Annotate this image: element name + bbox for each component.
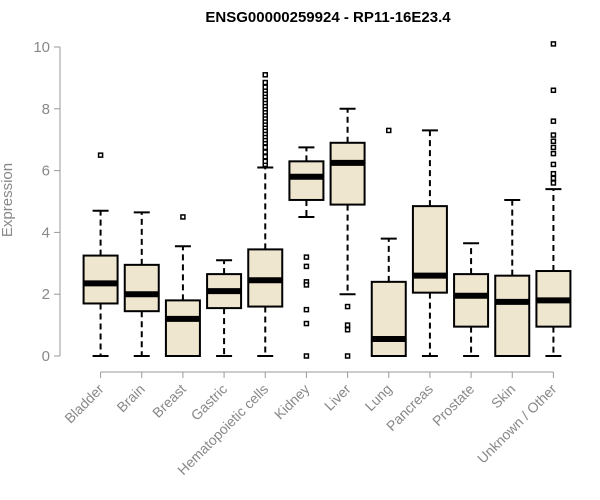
- iqr-box: [164, 299, 201, 358]
- outlier-point: [386, 127, 392, 134]
- outlier-point: [262, 153, 268, 160]
- outlier-point: [344, 353, 351, 359]
- box-hematopoietic-cells: [247, 72, 284, 357]
- outlier-point: [97, 152, 104, 158]
- x-tick-label: Lung: [362, 381, 395, 414]
- outlier-point: [262, 158, 268, 165]
- outlier-point: [550, 144, 557, 151]
- outlier-point: [550, 161, 557, 168]
- y-axis: 0 2 4 6 8 10: [33, 39, 61, 365]
- box-breast: [164, 214, 201, 358]
- box-series: [82, 41, 572, 359]
- outlier-point: [262, 84, 268, 90]
- y-tick-label: 6: [42, 163, 50, 180]
- chart-title: ENSG00000259924 - RP11-16E23.4: [205, 9, 451, 26]
- x-tick-label: Skin: [488, 381, 519, 412]
- outlier-point: [262, 79, 268, 86]
- box-skin: [494, 198, 531, 357]
- outlier-point: [303, 306, 310, 313]
- outlier-point: [262, 149, 268, 155]
- box-kidney: [288, 146, 325, 359]
- outlier-point: [550, 180, 557, 186]
- y-tick-label: 4: [42, 224, 50, 241]
- outlier-point: [344, 326, 351, 333]
- x-tick-label: Prostate: [429, 381, 477, 429]
- iqr-box: [453, 273, 490, 328]
- outlier-point: [550, 138, 557, 144]
- outlier-point: [303, 320, 310, 327]
- outlier-point: [303, 263, 310, 270]
- iqr-box: [123, 263, 160, 313]
- outlier-point: [344, 303, 351, 310]
- x-tick-label: Kidney: [271, 381, 313, 423]
- box-lung: [370, 127, 407, 357]
- y-tick-label: 10: [33, 39, 50, 56]
- iqr-box: [494, 274, 531, 357]
- outlier-point: [550, 87, 557, 94]
- box-pancreas: [411, 129, 448, 357]
- box-unknown-other: [535, 41, 572, 357]
- outlier-point: [303, 353, 310, 359]
- outlier-point: [550, 41, 557, 47]
- y-tick-label: 2: [42, 286, 50, 303]
- y-tick-label: 0: [42, 348, 50, 365]
- y-tick-label: 8: [42, 101, 50, 118]
- iqr-box: [329, 141, 366, 206]
- outlier-point: [262, 144, 268, 151]
- iqr-box: [82, 254, 119, 305]
- x-tick-label: Breast: [149, 381, 189, 421]
- box-prostate: [453, 242, 490, 357]
- x-tick-label: Bladder: [61, 381, 107, 427]
- box-brain: [123, 211, 160, 357]
- outlier-point: [550, 150, 557, 157]
- y-axis-label: Expression: [0, 163, 16, 237]
- outlier-point: [344, 322, 351, 328]
- iqr-box: [370, 280, 407, 357]
- x-tick-label: Liver: [321, 381, 354, 414]
- outlier-point: [550, 170, 557, 177]
- outlier-point: [180, 214, 186, 220]
- outlier-point: [550, 132, 557, 138]
- outlier-point: [262, 72, 268, 78]
- box-bladder: [82, 152, 119, 357]
- outlier-point: [303, 254, 310, 260]
- outlier-point: [550, 175, 557, 182]
- x-tick-label: Brain: [113, 381, 147, 415]
- outlier-point: [303, 282, 310, 288]
- iqr-box: [411, 205, 448, 294]
- outlier-point: [550, 118, 557, 124]
- iqr-box: [288, 160, 325, 201]
- box-gastric: [206, 259, 243, 357]
- box-liver: [329, 107, 366, 359]
